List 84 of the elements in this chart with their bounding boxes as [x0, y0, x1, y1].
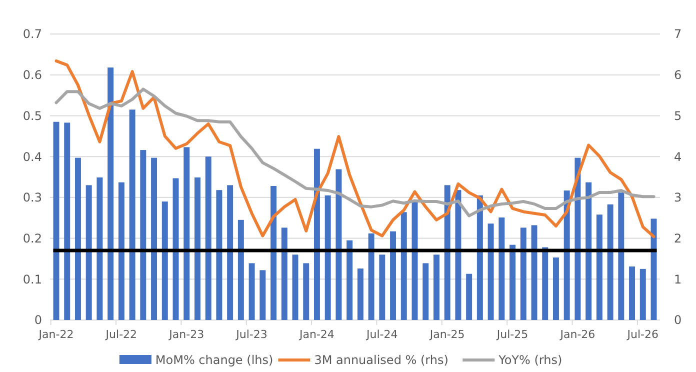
y2-tick-label: 7 — [674, 27, 682, 42]
bar — [368, 233, 374, 320]
bar — [444, 185, 450, 320]
bar — [510, 244, 516, 320]
bar — [324, 195, 331, 320]
bar — [336, 169, 342, 320]
x-tick-label: Jan-22 — [38, 328, 74, 341]
bar — [400, 212, 407, 320]
legend-label: YoY% (rhs) — [498, 353, 562, 368]
y-tick-label: 0.5 — [22, 108, 42, 123]
bar — [292, 254, 298, 320]
bar — [586, 182, 592, 320]
y-tick-label: 0.6 — [22, 68, 42, 82]
bar — [108, 68, 114, 320]
bar — [238, 220, 244, 320]
bar — [629, 266, 636, 320]
bar — [194, 177, 200, 320]
y-tick-label: 0.2 — [22, 231, 42, 246]
bar — [618, 192, 624, 320]
bar — [118, 182, 124, 320]
bar — [205, 156, 212, 320]
bar — [260, 270, 266, 320]
bar — [520, 228, 526, 320]
y-tick-label: 0.4 — [22, 150, 42, 164]
bar — [314, 148, 320, 320]
bar — [129, 110, 136, 320]
bar — [607, 204, 614, 320]
y2-tick-label: 4 — [674, 150, 682, 164]
line-series — [54, 88, 656, 218]
y-tick-label: 0.1 — [22, 272, 42, 286]
x-tick-label: Jan-23 — [168, 328, 204, 341]
y-tick-label: 0.7 — [22, 27, 42, 42]
line-series — [54, 59, 656, 238]
bar — [74, 158, 81, 320]
bar — [140, 150, 146, 320]
x-tick-label: Jul-26 — [626, 328, 659, 341]
legend-label: 3M annualised % (rhs) — [314, 353, 448, 368]
y2-tick-label: 5 — [674, 108, 682, 123]
bar — [488, 224, 494, 320]
bar — [422, 263, 429, 320]
x-tick-label: Jul-22 — [104, 328, 138, 341]
bar — [466, 274, 472, 320]
bar — [303, 263, 310, 320]
bar — [433, 254, 440, 320]
bar — [53, 122, 60, 320]
x-tick-label: Jul-25 — [496, 328, 528, 341]
bar — [346, 240, 353, 320]
legend-label: MoM% change (lhs) — [155, 353, 274, 368]
bar — [640, 268, 646, 320]
x-tick-label: Jan-25 — [428, 328, 465, 341]
bar — [476, 195, 483, 320]
bar — [172, 178, 179, 320]
bar — [498, 217, 505, 320]
bar — [357, 268, 364, 320]
bar — [564, 190, 570, 320]
x-tick-label: Jul-23 — [235, 328, 268, 341]
bar — [379, 254, 386, 320]
x-tick-label: Jan-24 — [298, 328, 334, 341]
y2-tick-label: 3 — [674, 190, 682, 205]
y-tick-label: 0.3 — [22, 190, 42, 205]
x-tick-label: Jan-26 — [559, 328, 596, 341]
bar — [542, 247, 548, 320]
bar — [216, 190, 222, 320]
y2-tick-label: 1 — [674, 272, 682, 286]
y2-tick-label: 2 — [674, 231, 682, 246]
bar — [596, 214, 602, 320]
bar — [574, 158, 581, 320]
bar — [162, 202, 168, 320]
y2-tick-label: 6 — [674, 68, 682, 82]
bar — [390, 231, 396, 320]
bar — [227, 185, 234, 320]
bar — [552, 257, 559, 320]
bar — [281, 228, 288, 320]
y2-tick-label: 0 — [674, 313, 682, 328]
bar — [455, 190, 462, 320]
bar — [151, 158, 158, 320]
bar — [270, 186, 277, 320]
bar — [248, 263, 255, 320]
y-tick-label: 0 — [34, 313, 42, 328]
bar — [86, 185, 92, 320]
bar — [184, 147, 190, 320]
bar — [64, 122, 70, 320]
x-tick-label: Jul-24 — [366, 328, 398, 341]
bar — [96, 177, 103, 320]
